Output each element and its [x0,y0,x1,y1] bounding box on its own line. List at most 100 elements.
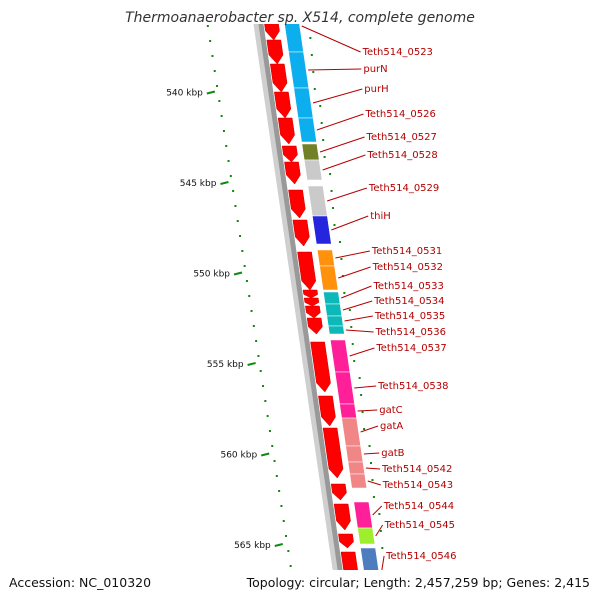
cds-arrow [266,39,284,65]
gc-dot [378,513,381,515]
gene-block [334,371,355,405]
kbp-tick-mark [233,271,243,276]
gc-dot [222,130,225,132]
gc-dot [266,415,269,417]
gene-label-leader [342,300,373,311]
cds-arrow [288,189,306,219]
gc-dot [206,25,209,27]
gene-block [303,159,323,181]
gene-label: Teth514_0523 [362,47,433,58]
kbp-tick-label: 545 kbp [180,179,217,189]
gene-label: Teth514_0545 [384,520,455,531]
gc-dot [234,205,237,207]
gene-label-leader [372,505,383,516]
gc-dot [248,295,251,297]
gc-dot [241,250,244,252]
gc-dot [225,145,228,147]
gene-block [357,527,376,545]
gc-dot [363,428,366,430]
gc-dot [243,265,246,267]
gc-dot [361,411,364,413]
gc-dot [232,190,235,192]
gene-label-leader [367,480,381,486]
gene-label-leader [316,113,364,131]
cds-arrow [297,251,317,291]
gene-label: Teth514_0546 [385,551,456,562]
gene-label-leader [344,315,373,322]
gene-block [301,143,320,161]
gc-dot [273,460,276,462]
cds-arrow [302,289,318,299]
gc-dot [211,55,214,57]
gene-label-leader [331,215,369,231]
gc-dot [368,445,371,447]
gc-dot [250,310,253,312]
kbp-tick-label: 565 kbp [234,541,271,551]
gene-label: Teth514_0538 [377,381,448,392]
gc-dot [360,394,363,396]
gc-dot [371,479,374,481]
topology-label: Topology: circular; Length: 2,457,259 bp… [246,575,590,590]
gc-dot [257,355,260,357]
gc-dot [323,156,326,158]
gene-block [324,303,343,317]
kbp-tick-mark [260,452,270,457]
cds-arrow [303,297,320,307]
gc-dot [313,88,316,90]
cds-arrow [284,161,301,185]
gc-dot [348,309,351,311]
title-backdrop [0,0,600,24]
footer-backdrop [0,570,600,600]
gene-label-leader [349,347,375,357]
gene-label: Teth514_0534 [373,296,444,307]
gene-label: Teth514_0526 [364,109,435,120]
cds-arrow [333,503,351,531]
gene-label: Teth514_0536 [375,327,446,338]
gc-dot [287,550,290,552]
gc-dot [381,547,384,549]
cds-arrow [281,145,298,163]
cds-arrow [277,117,295,145]
gc-dot [340,258,343,260]
gc-dot [379,530,382,532]
gene-block [293,87,314,119]
gc-dot [369,462,372,464]
gc-dot [358,377,361,379]
cds-arrow [310,341,331,393]
cds-arrow [338,533,354,549]
cds-arrow [269,63,288,93]
gene-label: purH [364,84,388,95]
gene-block [297,117,317,143]
kbp-tick-label: 540 kbp [166,89,203,99]
gene-block [307,185,328,217]
gc-dot [275,475,278,477]
gene-label-leader [326,187,368,202]
gc-dot [220,115,223,117]
cds-arrow [306,317,323,335]
gene-label: Teth514_0529 [368,183,439,194]
gene-label: Teth514_0533 [372,281,443,292]
gc-dot [209,40,212,42]
gc-dot [350,326,353,328]
gc-dot [239,235,242,237]
gene-block [322,291,341,305]
gene-label: gatC [379,405,402,416]
gc-dot [310,54,313,56]
cds-arrow-ring [260,0,361,600]
gc-dot [320,122,323,124]
gene-label-leader [360,425,379,433]
gene-label-leader [308,68,362,71]
gene-block [329,339,351,373]
gene-block [319,265,339,291]
gene-block [327,325,345,335]
gene-label-leader [345,329,374,333]
gene-label-leader [357,409,378,412]
cds-arrow [318,395,336,427]
gene-block [349,473,368,489]
gene-block [316,249,335,267]
gc-dot [218,100,221,102]
gene-block [326,315,344,327]
gene-block [339,403,357,419]
gc-dot [322,139,325,141]
gene-label-leader [341,285,372,299]
